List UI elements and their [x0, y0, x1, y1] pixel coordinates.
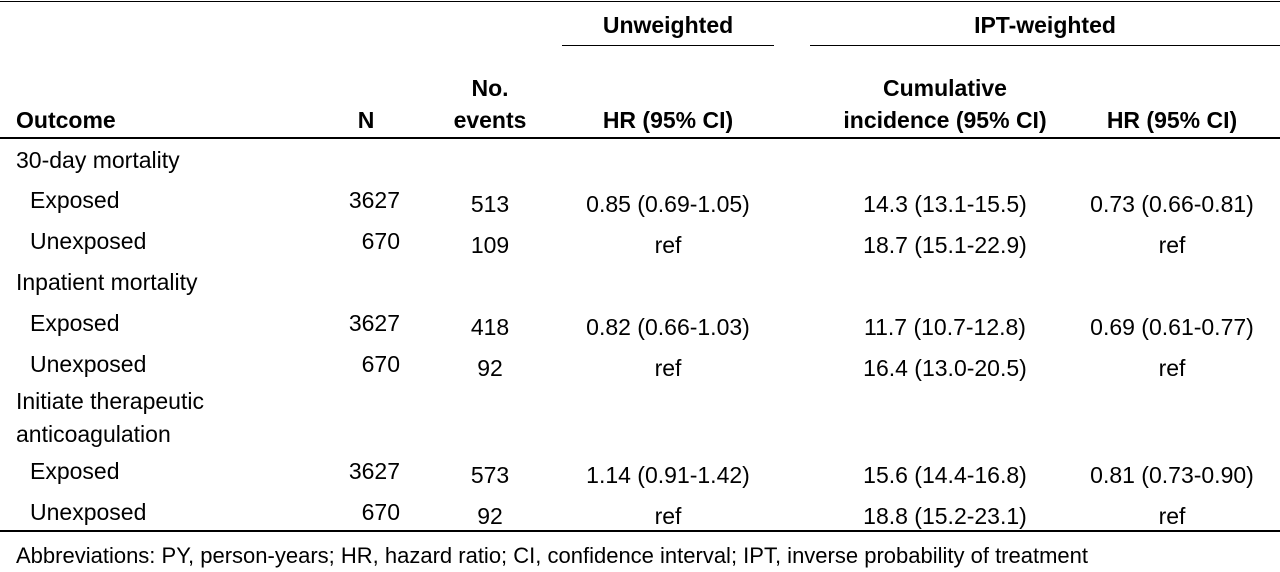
section-label: Inpatient mortality: [16, 269, 198, 295]
row-hr-unweighted: 0.82 (0.66-1.03): [586, 314, 750, 340]
row-hr-unweighted: ref: [654, 232, 682, 258]
row-events: 109: [470, 232, 510, 258]
col-header-cumulative-line2: incidence (95% CI): [843, 107, 1047, 133]
row-events: 418: [470, 314, 510, 340]
row-events: 92: [477, 355, 503, 381]
row-n: 670: [361, 351, 400, 377]
row-label: Unexposed: [30, 499, 147, 525]
group-header-ipt-weighted: IPT-weighted: [974, 12, 1116, 38]
col-header-outcome: Outcome: [16, 107, 116, 133]
row-n: 670: [361, 499, 400, 525]
row-events: 513: [470, 191, 510, 217]
section-label: Initiate therapeutic: [16, 388, 204, 414]
unweighted-group-rule: [562, 45, 774, 46]
row-cumulative-incidence: 15.6 (14.4-16.8): [863, 462, 1027, 488]
section-label-line2: anticoagulation: [16, 421, 171, 447]
col-header-hr-ipt: HR (95% CI): [1106, 107, 1238, 133]
row-n: 3627: [348, 310, 400, 336]
row-label: Exposed: [30, 187, 120, 213]
header-bottom-rule: [0, 137, 1280, 139]
row-cumulative-incidence: 14.3 (13.1-15.5): [863, 191, 1027, 217]
col-header-cumulative-line1: Cumulative: [883, 75, 1007, 101]
row-cumulative-incidence: 18.8 (15.2-23.1): [863, 503, 1027, 529]
row-hr-ipt: ref: [1158, 355, 1186, 381]
row-hr-ipt: 0.69 (0.61-0.77): [1090, 314, 1254, 340]
top-rule: [0, 1, 1280, 2]
row-hr-unweighted: 1.14 (0.91-1.42): [586, 462, 750, 488]
section-label: 30-day mortality: [16, 147, 180, 173]
col-header-events-line2: events: [453, 107, 527, 133]
footnote: Abbreviations: PY, person-years; HR, haz…: [16, 543, 1088, 568]
row-label: Unexposed: [30, 228, 147, 254]
row-cumulative-incidence: 11.7 (10.7-12.8): [864, 314, 1026, 340]
row-cumulative-incidence: 16.4 (13.0-20.5): [863, 355, 1027, 381]
table-bottom-rule: [0, 530, 1280, 532]
col-header-events-line1: No.: [471, 75, 509, 101]
row-hr-ipt: 0.81 (0.73-0.90): [1090, 462, 1254, 488]
row-hr-unweighted: ref: [654, 503, 682, 529]
row-hr-ipt: ref: [1158, 503, 1186, 529]
col-header-n: N: [357, 107, 375, 133]
row-n: 670: [361, 228, 400, 254]
ipt-group-rule: [810, 45, 1280, 46]
row-label: Exposed: [30, 310, 120, 336]
row-label: Exposed: [30, 458, 120, 484]
group-header-unweighted: Unweighted: [602, 12, 734, 38]
row-events: 573: [470, 462, 510, 488]
row-hr-unweighted: ref: [654, 355, 682, 381]
row-hr-ipt: ref: [1158, 232, 1186, 258]
row-n: 3627: [348, 187, 400, 213]
row-label: Unexposed: [30, 351, 147, 377]
row-hr-unweighted: 0.85 (0.69-1.05): [586, 191, 750, 217]
row-n: 3627: [348, 458, 400, 484]
row-cumulative-incidence: 18.7 (15.1-22.9): [863, 232, 1027, 258]
col-header-hr-unweighted: HR (95% CI): [602, 107, 734, 133]
row-events: 92: [477, 503, 503, 529]
row-hr-ipt: 0.73 (0.66-0.81): [1090, 191, 1254, 217]
